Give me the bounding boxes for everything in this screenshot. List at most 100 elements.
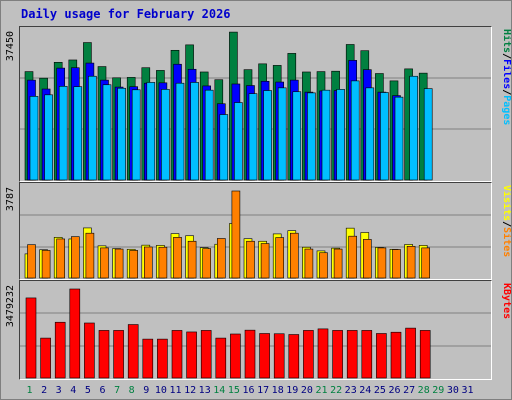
bar-sites-day-17 <box>260 243 270 279</box>
bar-pages-day-10 <box>161 89 170 181</box>
bar-pages-day-9 <box>146 82 156 181</box>
bar-pages-day-18 <box>277 87 287 181</box>
bar-pages-day-16 <box>248 93 258 181</box>
bar-kbytes-day-24 <box>361 330 373 379</box>
legend-entry: Sites <box>501 227 511 257</box>
bar-kbytes-day-27 <box>405 327 416 379</box>
panel-sites-box <box>19 182 492 280</box>
bar-sites-day-24 <box>362 239 372 279</box>
x-tick-day-6: 6 <box>99 385 105 396</box>
bar-pages-day-12 <box>190 82 199 181</box>
x-tick-day-26: 26 <box>388 385 400 396</box>
x-tick-day-2: 2 <box>41 385 47 396</box>
x-tick-day-3: 3 <box>56 385 62 396</box>
bar-sites-day-2 <box>41 250 51 279</box>
bar-pages-day-26 <box>394 96 404 181</box>
x-tick-day-19: 19 <box>286 385 298 396</box>
legend-entry: Pages <box>501 95 511 125</box>
bar-sites-day-28 <box>421 247 431 279</box>
chart-title: Daily usage for February 2026 <box>21 7 231 21</box>
bar-sites-day-6 <box>100 247 109 279</box>
x-tick-day-28: 28 <box>418 385 430 396</box>
bar-kbytes-day-25 <box>376 333 387 379</box>
bar-sites-day-5 <box>85 232 95 279</box>
legend-entry: / <box>501 89 511 95</box>
x-axis-labels: 1 2 3 4 5 6 7 8 9 10 11 12 13 14 15 16 17 18 19 20 21 22 23 24 2… <box>26 385 473 396</box>
x-tick-day-16: 16 <box>242 385 254 396</box>
legend-entry: Hits <box>501 29 511 53</box>
bar-kbytes-day-3 <box>54 321 66 379</box>
bar-kbytes-day-9 <box>142 338 154 379</box>
panel-hits-box <box>19 26 492 182</box>
x-tick-day-22: 22 <box>330 385 342 396</box>
bar-sites-day-27 <box>406 245 416 279</box>
bar-sites-day-14 <box>217 238 226 279</box>
panel-sites-visits: 3787 Visits/Sites <box>5 185 511 279</box>
bar-pages-day-23 <box>350 80 360 181</box>
x-tick-day-15: 15 <box>228 385 240 396</box>
bar-kbytes-day-10 <box>157 338 168 379</box>
bar-kbytes-day-13 <box>200 330 212 379</box>
bar-kbytes-day-4 <box>69 288 81 379</box>
bar-pages-day-2 <box>44 94 53 181</box>
legend-sites-visits: Visits/Sites <box>501 185 511 257</box>
bar-pages-day-19 <box>292 91 302 181</box>
bar-sites-day-26 <box>392 249 401 279</box>
bar-kbytes-day-8 <box>127 324 139 379</box>
bar-kbytes-day-7 <box>113 330 124 379</box>
bar-sites-day-1 <box>27 244 36 279</box>
y-max-label: 3787 <box>5 187 16 211</box>
bar-sites-day-13 <box>202 248 211 279</box>
legend-entry: Files <box>501 59 511 89</box>
x-tick-day-31: 31 <box>461 385 473 396</box>
legend-entry: Visits <box>501 185 511 221</box>
bar-pages-day-5 <box>88 75 97 181</box>
bar-sites-day-25 <box>377 247 387 279</box>
bar-kbytes-day-26 <box>390 331 402 379</box>
bar-pages-day-24 <box>365 87 375 181</box>
bar-sites-day-3 <box>56 238 66 279</box>
x-tick-day-12: 12 <box>184 385 196 396</box>
bar-sites-day-11 <box>173 237 182 279</box>
x-tick-day-4: 4 <box>70 385 76 396</box>
x-tick-day-13: 13 <box>199 385 211 396</box>
bar-sites-day-16 <box>246 240 255 279</box>
bar-kbytes-day-11 <box>171 330 183 379</box>
x-tick-day-7: 7 <box>114 385 120 396</box>
bar-sites-day-18 <box>275 237 285 279</box>
x-tick-day-9: 9 <box>143 385 149 396</box>
bar-pages-day-8 <box>131 89 141 181</box>
bar-sites-day-12 <box>187 240 197 279</box>
x-tick-day-27: 27 <box>403 385 415 396</box>
panel-kbytes-box <box>19 280 492 380</box>
bar-kbytes-day-22 <box>332 330 343 379</box>
bar-pages-day-22 <box>336 89 345 181</box>
bar-pages-day-17 <box>263 90 272 181</box>
legend-kbytes: KBytes <box>501 283 511 319</box>
bar-kbytes-day-15 <box>230 333 241 379</box>
x-tick-day-30: 30 <box>447 385 459 396</box>
bar-kbytes-day-19 <box>288 334 300 379</box>
x-tick-day-20: 20 <box>301 385 313 396</box>
x-tick-day-17: 17 <box>257 385 269 396</box>
legend-hits-files-pages: Hits/Files/Pages <box>501 29 511 125</box>
bar-pages-day-20 <box>307 92 316 181</box>
bar-kbytes-day-12 <box>186 331 197 379</box>
bar-pages-day-1 <box>29 96 39 181</box>
bar-pages-day-15 <box>234 102 243 181</box>
bar-kbytes-day-23 <box>346 330 358 379</box>
bar-pages-day-3 <box>58 86 68 181</box>
bar-pages-day-21 <box>321 89 331 181</box>
bar-sites-day-23 <box>348 235 358 279</box>
bar-sites-day-4 <box>71 236 80 279</box>
bar-pages-day-7 <box>117 87 126 181</box>
x-tick-day-21: 21 <box>315 385 327 396</box>
bar-sites-day-15 <box>231 190 241 279</box>
panel-kbytes: 3479232 KBytes <box>5 283 511 379</box>
bar-kbytes-day-2 <box>40 337 51 379</box>
x-tick-day-29: 29 <box>432 385 444 396</box>
bar-kbytes-day-6 <box>98 330 110 379</box>
bar-kbytes-day-17 <box>259 333 270 379</box>
